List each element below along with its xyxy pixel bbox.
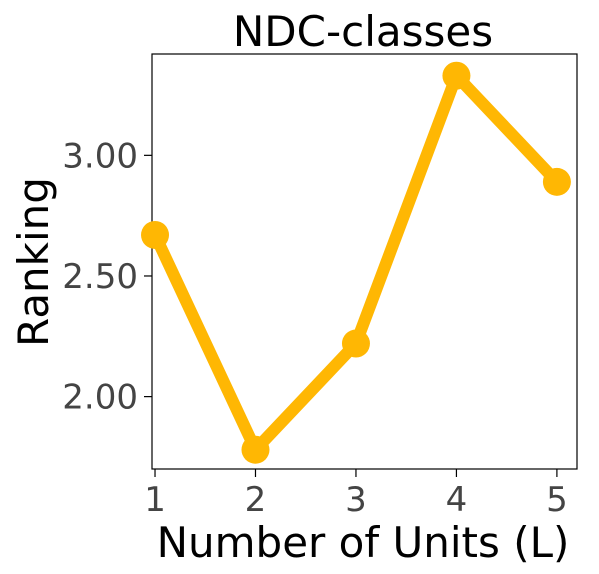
series-layer xyxy=(141,62,571,464)
y-tick-label: 2.00 xyxy=(62,378,138,418)
data-point xyxy=(342,330,370,358)
y-tick-label: 2.50 xyxy=(62,257,138,297)
x-tick-label: 5 xyxy=(546,480,568,520)
data-point xyxy=(543,168,571,196)
data-point xyxy=(241,436,269,464)
x-axis-label: Number of Units (L) xyxy=(157,518,570,567)
y-axis-label: Ranking xyxy=(9,177,58,347)
x-tick-label: 1 xyxy=(144,480,166,520)
data-point xyxy=(442,62,470,90)
plot-area xyxy=(152,54,577,469)
y-tick-label: 3.00 xyxy=(62,136,138,176)
data-point xyxy=(141,221,169,249)
series-line xyxy=(155,76,557,450)
x-tick-label: 2 xyxy=(245,480,267,520)
plot-frame xyxy=(152,54,577,469)
x-tick-label: 3 xyxy=(345,480,367,520)
x-tick-label: 4 xyxy=(446,480,468,520)
x-axis-ticks: 1 2 3 4 5 xyxy=(144,469,568,520)
y-axis-ticks: 2.00 2.50 3.00 xyxy=(62,136,152,417)
chart-title: NDC-classes xyxy=(233,7,493,56)
